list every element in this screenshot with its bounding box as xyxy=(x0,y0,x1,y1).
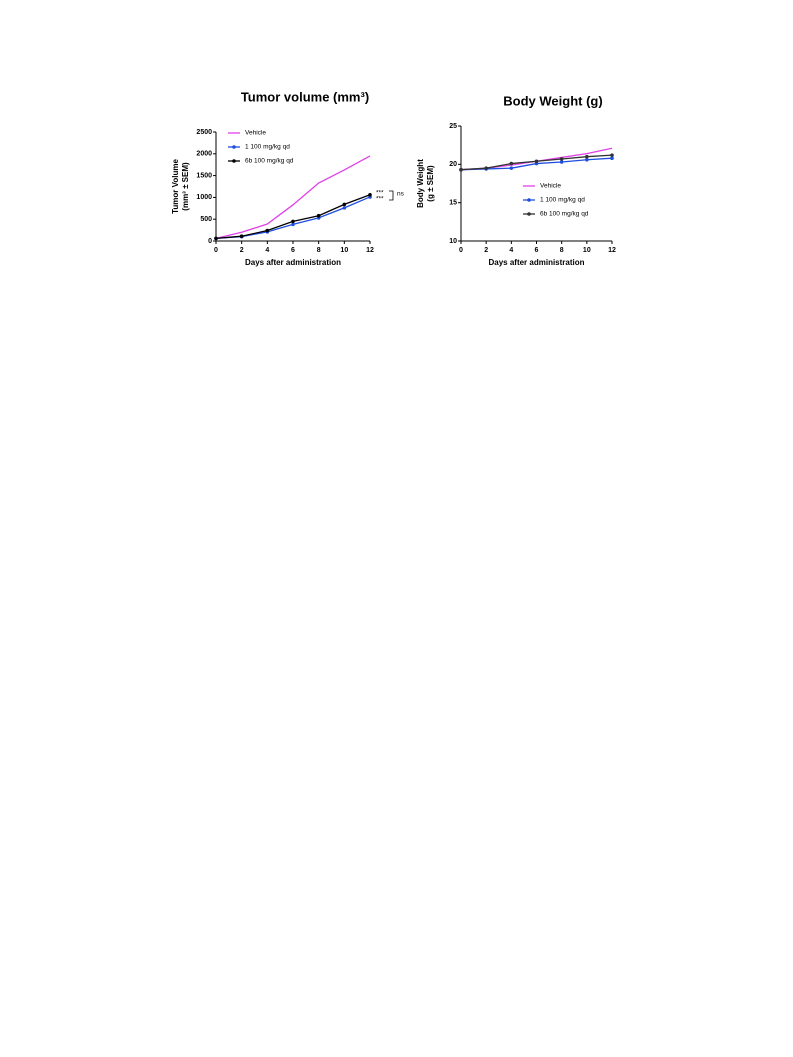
x-tick-label: 10 xyxy=(583,247,591,254)
y-tick-label: 10 xyxy=(449,238,457,245)
data-point xyxy=(342,202,347,207)
x-tick-label: 0 xyxy=(459,247,463,254)
annotation: ns xyxy=(397,191,405,198)
data-point xyxy=(610,156,614,160)
y-tick-label: 500 xyxy=(200,216,212,223)
legend-marker xyxy=(527,212,531,216)
chart-title: Tumor volume (mm³) xyxy=(241,89,369,104)
annotation: *** xyxy=(376,190,384,197)
y-tick-label: 2500 xyxy=(196,129,212,136)
x-tick-label: 12 xyxy=(608,247,616,254)
chart-title: Body Weight (g) xyxy=(503,93,602,108)
y-axis-label: (mm³ ± SEM) xyxy=(181,162,190,211)
y-axis-label: (g ± SEM) xyxy=(426,165,435,202)
x-tick-label: 4 xyxy=(509,247,513,254)
x-tick-label: 8 xyxy=(560,247,564,254)
data-point xyxy=(239,234,244,239)
x-tick-label: 6 xyxy=(535,247,539,254)
legend-label: Vehicle xyxy=(245,130,266,137)
data-point xyxy=(291,222,295,227)
bracket xyxy=(389,190,394,201)
legend-label: 6b 100 mg/kg qd xyxy=(540,211,589,218)
data-point xyxy=(342,206,347,210)
y-tick-label: 15 xyxy=(449,200,457,207)
y-axis-label: Body Weight xyxy=(416,159,425,208)
y-tick-label: 0 xyxy=(208,238,212,245)
data-point xyxy=(459,167,463,172)
x-tick-label: 10 xyxy=(340,247,348,254)
data-point xyxy=(484,166,488,170)
x-tick-label: 2 xyxy=(484,247,488,254)
data-point xyxy=(585,157,589,162)
x-tick-label: 12 xyxy=(366,247,374,254)
data-point xyxy=(559,157,564,161)
x-axis-label: Days after administration xyxy=(245,258,341,267)
y-tick-label: 2000 xyxy=(196,151,212,158)
data-point xyxy=(509,166,514,170)
y-tick-label: 1000 xyxy=(196,194,212,201)
legend-marker xyxy=(527,198,531,202)
legend-label: 1 100 mg/kg qd xyxy=(540,197,585,204)
legend-marker xyxy=(232,145,236,149)
data-point xyxy=(214,236,218,241)
y-axis-label: Tumor Volume xyxy=(171,159,180,214)
x-tick-label: 8 xyxy=(317,247,321,254)
chart: Tumor volume (mm³) 0 500 1000 1500 2000 2500 0 2… xyxy=(171,89,405,267)
series-line xyxy=(215,194,371,240)
legend-label: Vehicle xyxy=(540,183,561,190)
x-axis-label: Days after administration xyxy=(488,258,584,267)
data-point xyxy=(509,161,514,166)
annotation: *** xyxy=(376,196,384,203)
y-tick-label: 25 xyxy=(449,123,457,130)
data-point xyxy=(368,192,372,197)
y-tick-label: 1500 xyxy=(196,172,212,179)
x-tick-label: 6 xyxy=(291,247,295,254)
data-point xyxy=(316,213,321,218)
data-point xyxy=(291,219,295,224)
legend-label: 6b 100 mg/kg qd xyxy=(245,158,294,165)
series-line xyxy=(215,155,371,240)
data-point xyxy=(265,228,270,233)
data-point xyxy=(559,160,564,164)
x-tick-label: 2 xyxy=(240,247,244,254)
legend-marker xyxy=(232,159,236,163)
data-point xyxy=(585,154,589,159)
legend-label: 1 100 mg/kg qd xyxy=(245,144,290,151)
chart: Body Weight (g) 10 15 20 25 0 2 4 6 8 10 12 Days aft… xyxy=(416,93,616,267)
y-tick-label: 20 xyxy=(449,161,457,168)
x-tick-label: 4 xyxy=(265,247,269,254)
data-point xyxy=(610,153,614,157)
data-point xyxy=(534,159,539,164)
x-tick-label: 0 xyxy=(214,247,218,254)
